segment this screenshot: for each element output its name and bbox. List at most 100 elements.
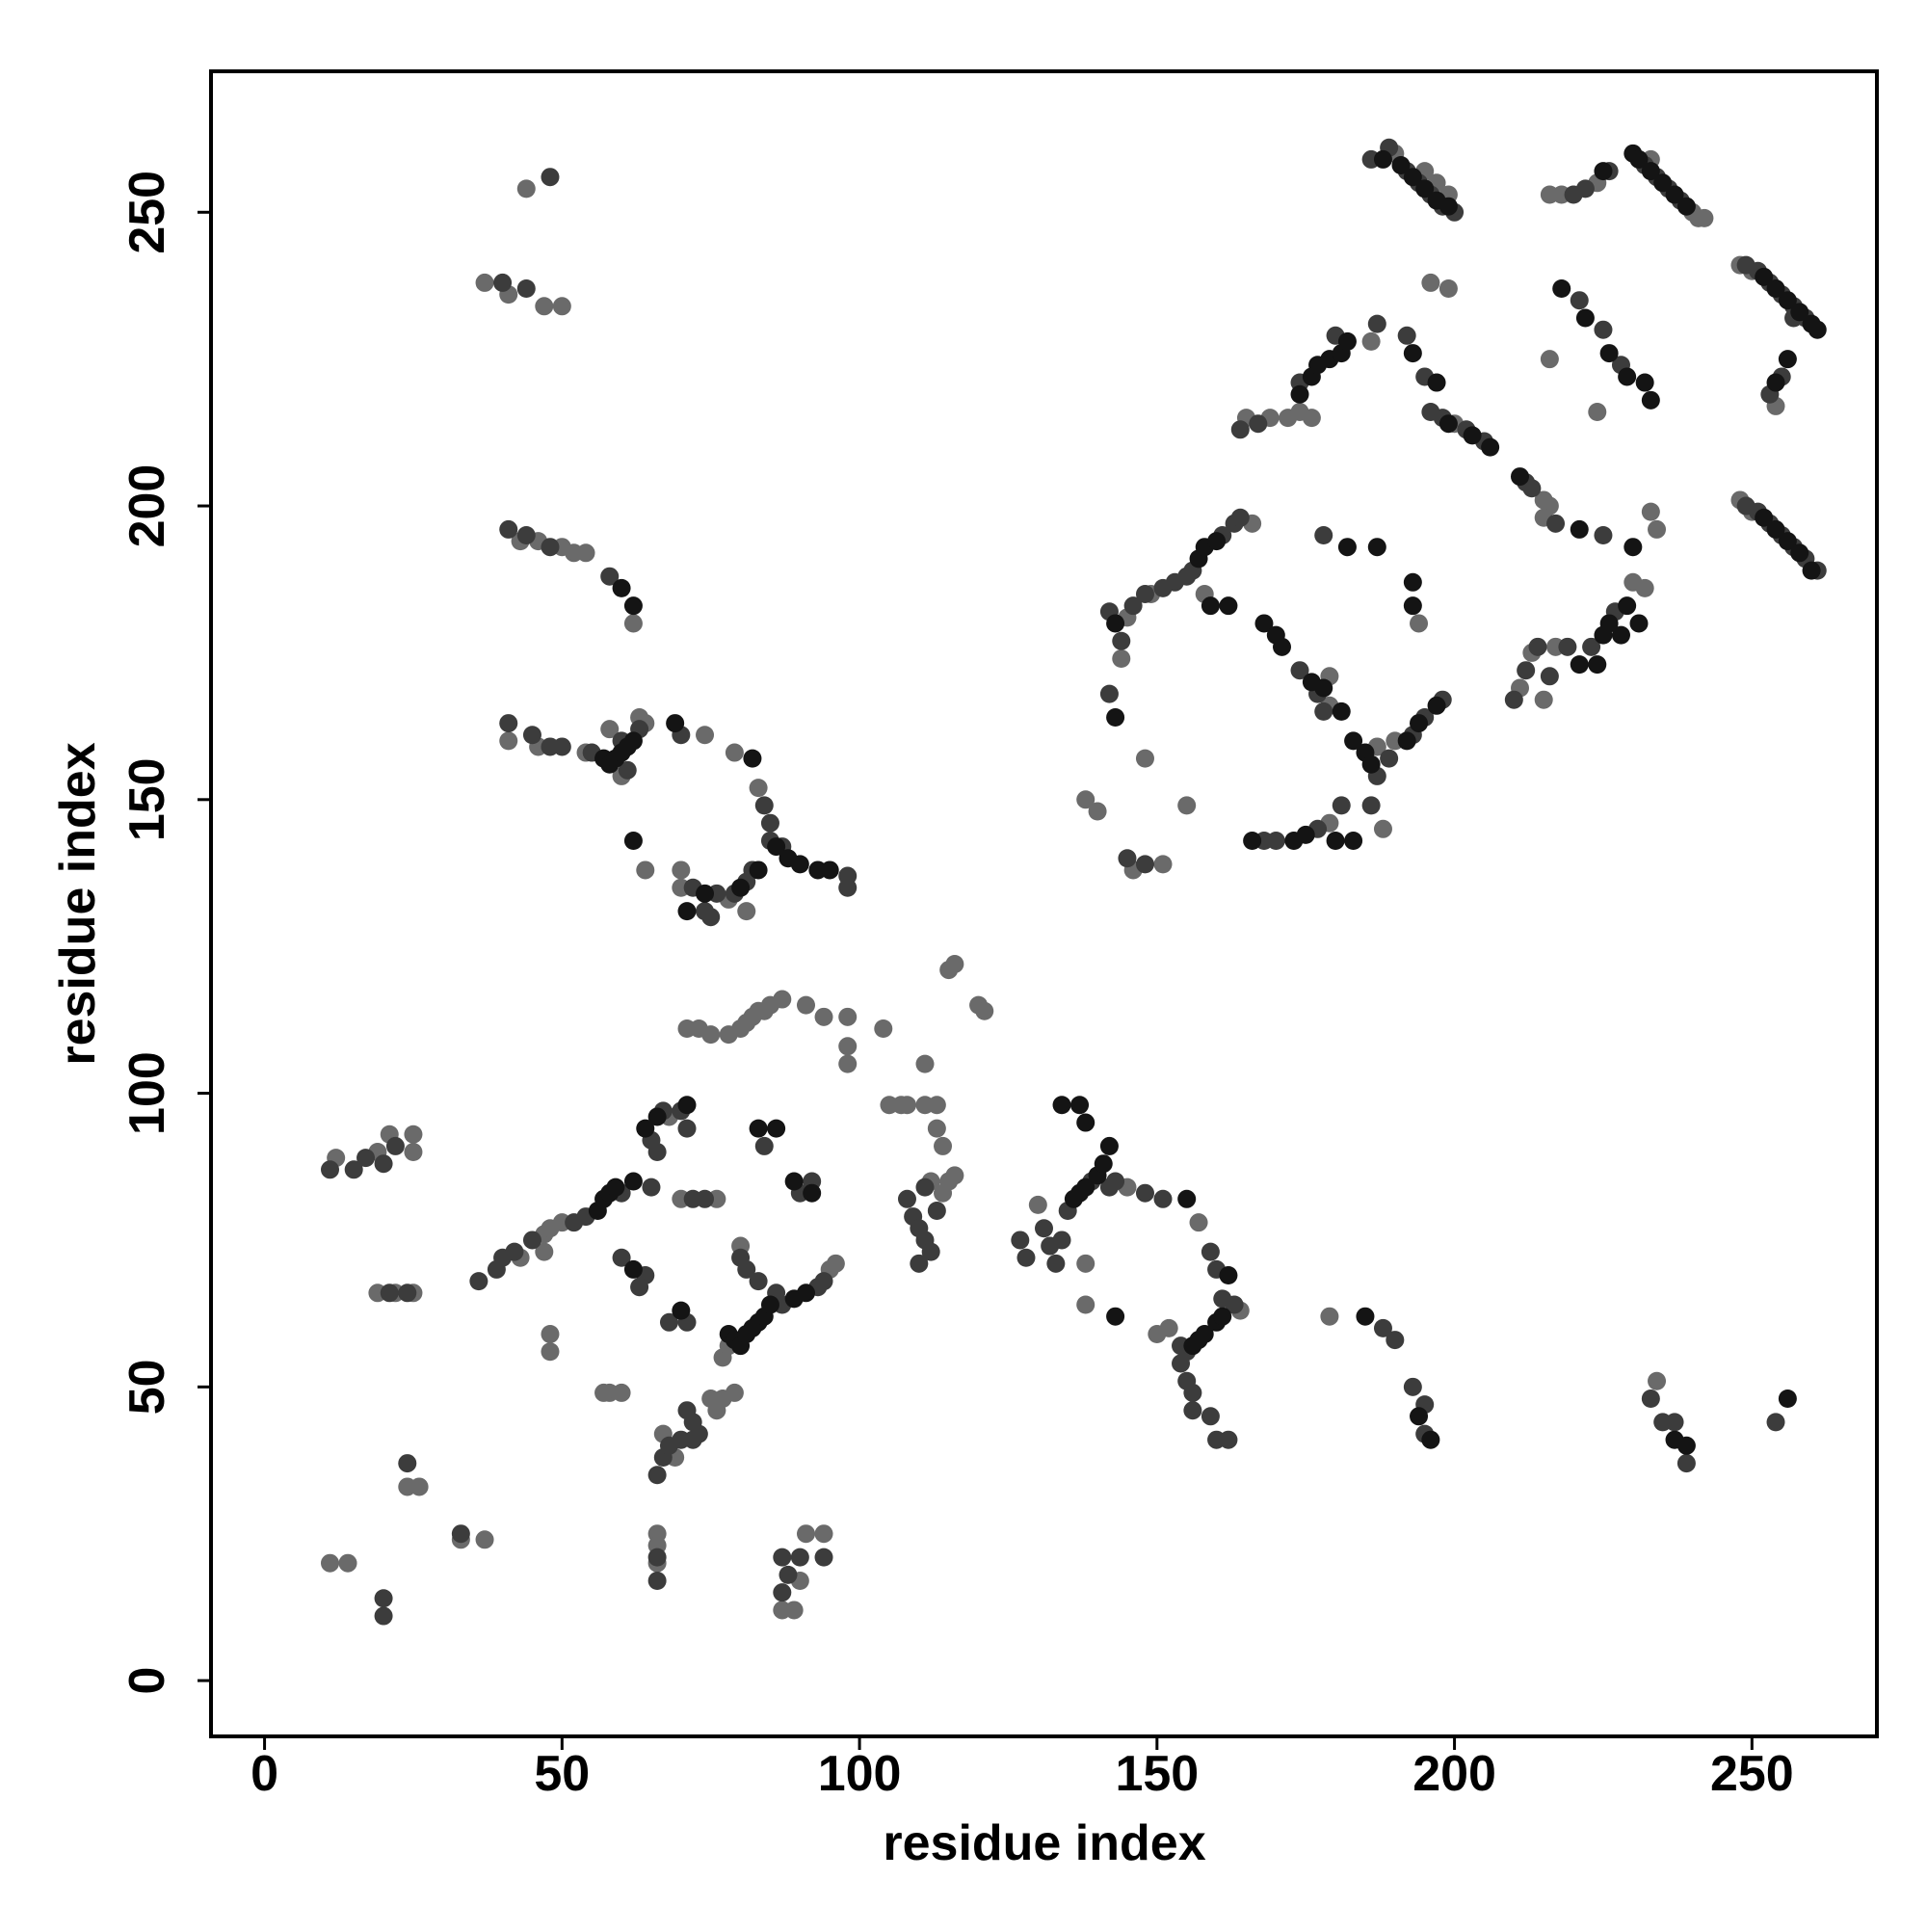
point [1177, 796, 1197, 815]
point [1070, 1096, 1090, 1115]
point [541, 538, 560, 557]
point [803, 1183, 822, 1203]
point [1219, 1266, 1238, 1285]
plot-frame [209, 69, 1879, 1738]
point [623, 731, 643, 751]
point [385, 1136, 405, 1155]
point [1618, 367, 1637, 386]
point [696, 726, 715, 745]
point [1790, 303, 1809, 322]
point [469, 1272, 488, 1291]
point [1552, 279, 1571, 299]
point [647, 1107, 667, 1126]
point [1135, 1183, 1154, 1203]
point [1641, 1389, 1660, 1409]
point [1135, 855, 1154, 874]
point [1094, 1154, 1113, 1174]
point [1028, 1195, 1047, 1214]
point [666, 714, 685, 733]
point [522, 726, 541, 745]
point [1326, 831, 1345, 850]
point [1296, 825, 1315, 844]
point [1135, 584, 1154, 603]
x-tick-label: 50 [534, 1746, 590, 1802]
point [606, 1178, 625, 1197]
point [1403, 572, 1422, 592]
point [1641, 390, 1660, 410]
point [398, 1284, 417, 1303]
point [1665, 1413, 1684, 1432]
point [838, 878, 858, 897]
point [541, 168, 560, 187]
point [749, 1119, 768, 1138]
point [814, 1272, 833, 1291]
point [451, 1524, 470, 1544]
point [1076, 1254, 1095, 1273]
point [927, 1201, 946, 1220]
point [1540, 350, 1559, 369]
point [1755, 267, 1774, 286]
point [404, 1125, 423, 1144]
point [1046, 1254, 1066, 1273]
point [516, 279, 536, 299]
point [1588, 403, 1607, 422]
point [612, 1248, 631, 1267]
point [623, 596, 643, 616]
point [404, 1143, 423, 1162]
point [1177, 1189, 1197, 1208]
point [1183, 1401, 1202, 1420]
point [773, 990, 792, 1009]
point [647, 1466, 667, 1485]
point [541, 1324, 560, 1343]
point [1052, 1231, 1071, 1250]
point [1314, 526, 1333, 545]
point [1249, 414, 1268, 434]
point [1201, 1242, 1220, 1261]
point [1618, 596, 1637, 616]
point [1766, 279, 1785, 299]
point [696, 884, 715, 903]
point [1427, 696, 1446, 715]
point [784, 1601, 804, 1620]
point [1011, 1231, 1030, 1250]
point [696, 1189, 715, 1208]
point [754, 796, 774, 815]
point [1367, 314, 1386, 333]
point [891, 1096, 911, 1115]
point [797, 1284, 815, 1303]
point [1410, 1407, 1429, 1426]
point [1481, 437, 1500, 457]
point [1201, 1407, 1220, 1426]
point [897, 1189, 916, 1208]
point [737, 902, 756, 921]
point [1106, 707, 1125, 727]
point [1808, 320, 1827, 339]
point [1183, 1383, 1202, 1402]
point [1361, 331, 1381, 351]
point [1558, 637, 1577, 656]
x-tick-label: 100 [818, 1746, 902, 1802]
point [522, 1231, 541, 1250]
point [1599, 614, 1619, 633]
point [1676, 1454, 1696, 1473]
point [814, 1524, 833, 1544]
point [1778, 532, 1797, 551]
point [1676, 197, 1696, 216]
point [1391, 156, 1411, 175]
point [790, 1548, 809, 1567]
point [576, 543, 595, 563]
point [779, 1565, 798, 1584]
point [647, 1571, 667, 1590]
point [636, 1119, 655, 1138]
point [1367, 538, 1386, 557]
point [1648, 519, 1667, 539]
point [1195, 1324, 1214, 1343]
point [380, 1284, 399, 1303]
point [1076, 1178, 1095, 1197]
point [1695, 208, 1714, 227]
point [552, 297, 571, 316]
point [1421, 273, 1440, 292]
point [1314, 701, 1333, 721]
point [945, 1166, 964, 1185]
point [1386, 1331, 1405, 1350]
